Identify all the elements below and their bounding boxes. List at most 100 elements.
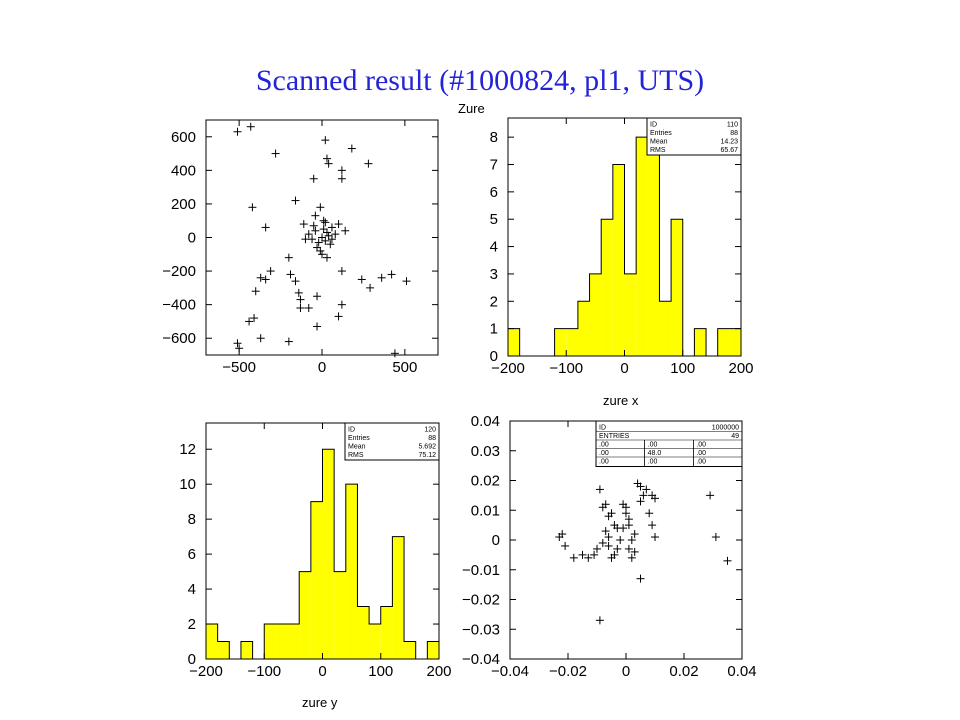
histogram-bar: [601, 219, 613, 356]
y-tick-label: 0.02: [471, 473, 500, 490]
histogram-bar: [392, 536, 405, 659]
x-axis-label: zure x: [603, 393, 639, 408]
x-tick-label: 0.04: [727, 663, 756, 680]
y-tick-label: −600: [162, 330, 196, 347]
y-tick-label: 4: [490, 239, 498, 256]
stats-label: ID: [650, 122, 657, 129]
data-point-marker: [337, 166, 346, 175]
y-tick-label: 4: [188, 581, 196, 598]
data-point-marker: [309, 221, 318, 230]
x-tick-label: 0: [318, 359, 326, 376]
data-point-marker: [301, 235, 310, 244]
y-tick-label: 8: [188, 511, 196, 528]
x-tick-label: −200: [189, 663, 223, 680]
stats-label: Entries: [348, 435, 370, 442]
data-point-marker: [266, 267, 275, 276]
y-tick-label: −0.03: [462, 621, 500, 638]
histogram-bar: [566, 328, 578, 356]
stats-cell: .00: [696, 450, 706, 457]
data-point-marker: [651, 533, 659, 542]
histogram-bar: [647, 137, 660, 356]
data-point-marker: [326, 240, 335, 249]
stats-value: 1000000: [712, 425, 739, 432]
data-point-marker: [636, 497, 645, 506]
data-point-marker: [304, 230, 313, 239]
y-tick-label: 0: [490, 348, 498, 365]
data-point-marker: [366, 283, 375, 292]
y-tick-label: 1: [490, 321, 498, 338]
data-point-marker: [642, 485, 651, 494]
stats-cell: .00: [599, 459, 609, 466]
data-point-marker: [595, 485, 604, 494]
histogram-bar: [345, 484, 358, 659]
data-point-marker: [296, 304, 305, 312]
histogram-bar: [299, 571, 311, 659]
histogram-bar: [554, 328, 567, 356]
data-point-marker: [321, 136, 330, 145]
data-point-marker: [250, 314, 259, 323]
histogram-bar: [717, 328, 730, 356]
data-point-marker: [286, 270, 295, 279]
data-point-marker: [309, 174, 318, 183]
histogram-outline: [205, 448, 440, 660]
data-point-marker: [377, 273, 386, 282]
data-point-marker: [322, 154, 331, 163]
y-tick-label: −0.04: [462, 651, 500, 668]
stats-label: RMS: [650, 147, 666, 154]
data-point-marker: [314, 238, 323, 247]
stats-cell: .00: [648, 442, 658, 449]
data-point-marker: [233, 339, 242, 348]
stats-value: 120: [424, 427, 436, 434]
y-tick-label: 600: [171, 129, 196, 146]
data-point-marker: [256, 273, 265, 282]
histogram-bar: [287, 624, 300, 659]
data-point-marker: [311, 211, 320, 220]
histogram-bar: [694, 328, 707, 356]
stats-value: 49: [731, 433, 739, 440]
stats-box: ID 120 Entries 88 Mean 5.692 RMS 75.12: [344, 422, 440, 461]
data-point-marker: [316, 246, 325, 255]
data-point-marker: [578, 550, 587, 559]
histogram-bar: [508, 328, 520, 356]
x-tick-label: 0: [622, 663, 630, 680]
y-tick-label: 7: [490, 157, 498, 174]
data-point-marker: [645, 509, 654, 518]
data-point-marker: [246, 122, 255, 131]
histogram-panel-zure-y: −200 −100 0 100 200 0 2 4 6 8 10 12 ID 120 Entries 88 Me…: [179, 422, 452, 680]
y-tick-label: −200: [162, 263, 196, 280]
data-point-marker: [299, 220, 308, 229]
data-point-marker: [331, 230, 340, 239]
data-point-marker: [233, 127, 242, 136]
data-point-marker: [318, 250, 326, 259]
data-point-marker: [245, 317, 254, 326]
data-point-marker: [322, 253, 331, 262]
stats-cell: 48.0: [648, 450, 662, 457]
data-point-marker: [313, 322, 322, 331]
data-point-marker: [304, 304, 313, 312]
data-point-marker: [590, 550, 599, 559]
data-point-marker: [334, 220, 343, 229]
data-point-marker: [261, 275, 270, 284]
data-point-marker: [390, 349, 399, 358]
scatter-panel-bottom-right: −0.04 −0.02 0 0.02 0.04 −0.04 −0.03 −0.02 −0.01 0…: [462, 413, 757, 680]
histogram-bar: [357, 606, 370, 659]
data-point-marker: [271, 149, 280, 158]
stats-cell: .00: [599, 450, 609, 457]
stats-cell: .00: [696, 442, 706, 449]
y-tick-label: 0: [492, 532, 500, 549]
data-point-marker: [327, 223, 336, 232]
data-point-marker: [357, 275, 366, 284]
y-tick-label: 5: [490, 211, 498, 228]
scatter-panel-top-left: −500 0 500 −600 −400 −200 0 200 400 600: [162, 119, 439, 376]
histogram-bar: [264, 624, 276, 659]
y-tick-label: 2: [188, 616, 196, 633]
x-tick-label: 0.02: [669, 663, 698, 680]
histogram-bar: [310, 501, 323, 659]
data-point-marker: [319, 216, 328, 225]
y-tick-label: 0.03: [471, 443, 500, 460]
y-tick-label: 200: [171, 196, 196, 213]
data-point-marker: [624, 521, 633, 530]
stats-box-frame: [344, 422, 440, 461]
stats-value: 65.67: [720, 147, 738, 154]
